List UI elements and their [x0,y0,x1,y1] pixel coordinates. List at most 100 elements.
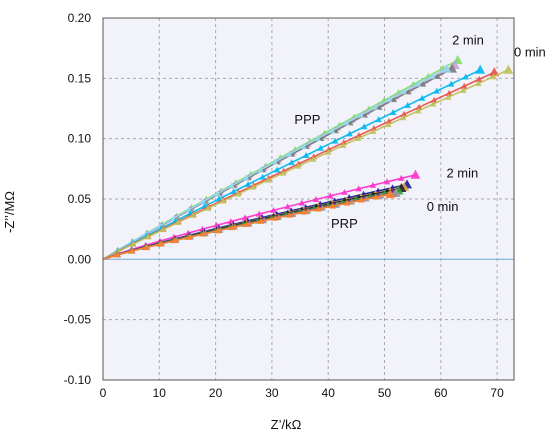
x-tick-label: 40 [322,386,336,400]
data-point [300,208,308,215]
annotation-label: PPP [294,112,320,127]
data-point [241,214,249,221]
data-point [346,130,353,137]
data-point [264,176,272,183]
data-point [302,152,310,158]
data-point [476,75,483,82]
data-point [185,233,193,240]
prp-series-8 [102,188,396,261]
data-point [142,244,150,251]
data-point [249,183,257,190]
data-point [300,142,307,149]
data-point [430,96,438,103]
data-point [360,123,368,130]
series-layer [102,55,514,261]
x-axis-title: Z’/kΩ [271,417,302,432]
data-point [405,88,412,95]
data-point [400,114,407,121]
data-point [385,188,396,199]
annotation-label: 2 min [446,165,478,180]
data-point [257,166,264,173]
annotation-label: 0 min [427,199,459,214]
data-point [355,185,362,192]
data-point [415,107,422,114]
data-point [460,82,468,89]
data-point [390,187,401,197]
data-point [286,211,293,218]
ppp-series-5 [102,64,486,261]
annotation-label: 2 min [452,33,484,48]
data-point [447,80,455,87]
data-point [270,206,277,213]
data-point [294,162,302,169]
y-tick-label: 0.20 [68,11,92,25]
data-point [200,230,207,237]
data-point [256,210,263,217]
x-tick-label: 10 [153,386,167,400]
data-point [433,87,440,94]
data-point [199,198,207,205]
data-point [404,101,411,108]
y-tick-label: 0.05 [68,192,92,206]
data-point [312,196,320,203]
data-point [370,128,377,135]
data-point [390,96,398,103]
y-tick-labels: 0.20 0.15 0.10 0.05 0.00 -0.05 -0.10 [64,11,92,387]
x-tick-label: 50 [378,386,392,400]
data-point [369,181,377,188]
data-point [361,111,369,118]
data-point [185,206,193,213]
data-point [430,100,437,107]
data-point [284,203,291,210]
data-point [128,247,135,254]
data-point [230,188,237,195]
x-tick-label: 0 [100,386,107,400]
data-point [441,63,452,73]
data-point [490,73,497,80]
data-point [129,240,137,247]
data-point [372,193,380,200]
data-point [357,111,364,118]
grid-lines [103,18,514,380]
data-point [385,117,393,124]
data-point [204,204,212,211]
y-tick-label: -0.10 [64,373,92,387]
data-point [288,159,295,166]
data-point [228,224,236,231]
y-tick-label: 0.15 [68,71,92,85]
data-point [341,188,348,195]
data-point [271,158,278,165]
data-point [214,227,222,234]
data-point [434,72,441,79]
y-tick-label: 0.00 [68,252,92,266]
data-point [298,199,306,206]
data-point [398,174,405,181]
data-point [383,178,391,185]
data-point [159,226,167,233]
y-axis-title: -Z’’/MΩ [2,191,17,233]
x-tick-label: 30 [265,386,279,400]
data-point [475,64,486,74]
data-point [489,67,500,77]
data-point [400,88,407,95]
data-point [171,237,179,244]
x-tick-labels: 0 10 20 30 40 50 60 70 [100,386,504,400]
data-point [324,148,332,155]
data-point [428,72,436,79]
data-point [503,64,514,74]
data-point [410,169,421,179]
data-point [157,240,164,247]
data-point [329,202,336,209]
data-point [228,182,236,189]
series-line [102,69,509,261]
data-point [331,137,339,144]
data-point [314,135,321,142]
y-tick-label: -0.05 [64,313,92,327]
data-point [414,80,422,87]
data-point [259,173,266,180]
data-point [315,205,322,212]
data-point [174,219,182,225]
data-point [215,195,223,202]
data-point [327,192,334,199]
data-point [376,103,383,110]
